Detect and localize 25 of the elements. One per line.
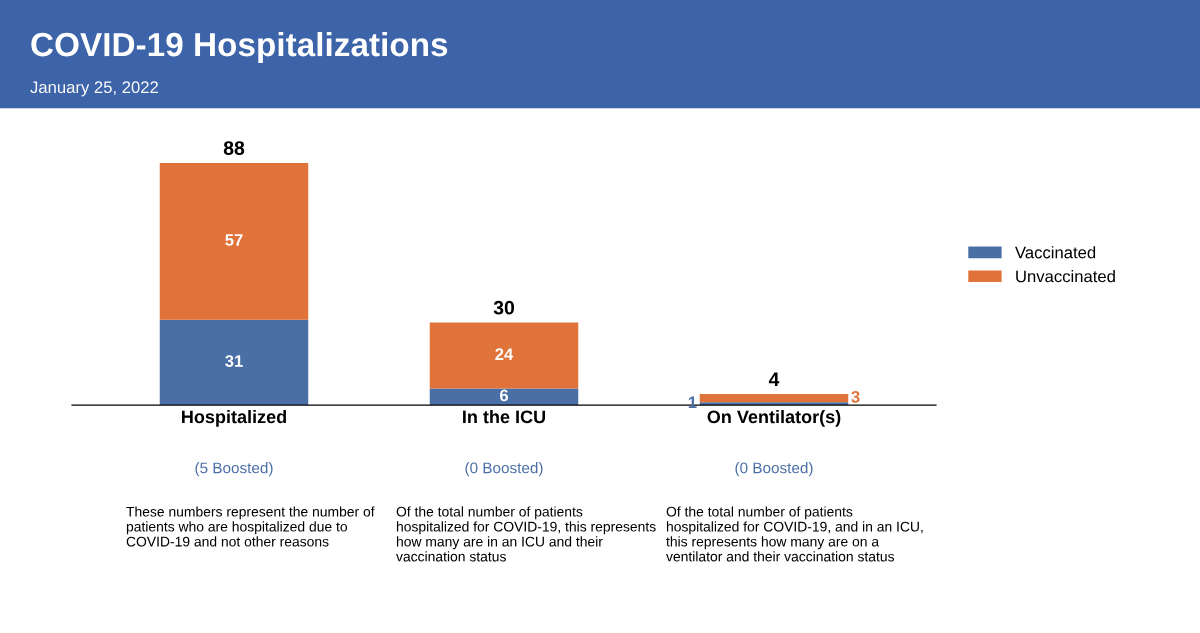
text: Of the total number of patients hospitalized for COVID-19, this represents how many are in an ICU and their vaccination status (396, 506, 656, 562)
text: (0 Boosted) (465, 462, 543, 477)
legend-label: Unvaccinated (1016, 270, 1115, 283)
x-tick-label: In the ICU (463, 409, 546, 424)
bar (159, 162, 309, 320)
chart-title: COVID-19 Hospitalizations (31, 31, 448, 64)
chart-subtitle: January 25, 2022 (30, 81, 158, 97)
bar (699, 394, 849, 403)
data-label: 24 (495, 348, 514, 360)
data-label: 57 (225, 234, 243, 246)
bar (429, 322, 579, 389)
total-label: 88 (223, 141, 245, 155)
total-label: 30 (493, 300, 515, 315)
x-tick-label: Hospitalized (182, 409, 286, 427)
text: These numbers represent the number of patients who are hospitalized due to COVID-19 and not other reasons (126, 506, 375, 547)
bar (159, 319, 309, 406)
total-label: 4 (768, 372, 780, 386)
data-label: 6 (499, 389, 509, 402)
x-tick-label: On Ventilator(s) (707, 409, 841, 427)
legend-label: Vaccinated (1015, 246, 1096, 259)
text: (5 Boosted) (195, 462, 273, 477)
text: (0 Boosted) (735, 462, 813, 477)
text: Of the total number of patients hospitalized for COVID-19, and in an ICU, this represents how many are on a ventilator and their vaccination status (666, 506, 923, 562)
data-label: 31 (225, 355, 243, 367)
data-label: 3 (851, 390, 860, 403)
